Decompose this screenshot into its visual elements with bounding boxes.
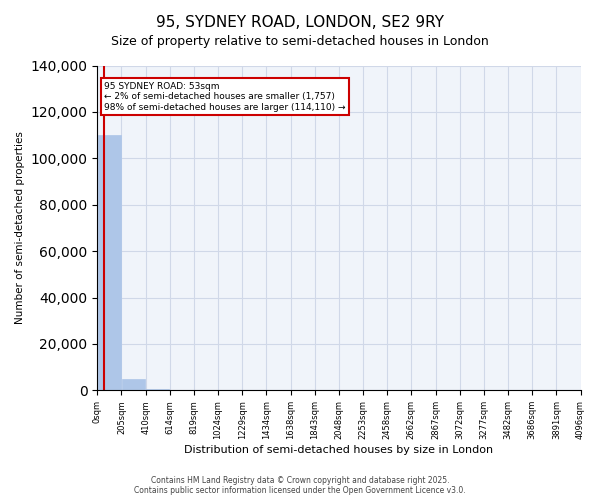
Text: 95 SYDNEY ROAD: 53sqm
← 2% of semi-detached houses are smaller (1,757)
98% of se: 95 SYDNEY ROAD: 53sqm ← 2% of semi-detac… xyxy=(104,82,346,112)
Y-axis label: Number of semi-detached properties: Number of semi-detached properties xyxy=(15,132,25,324)
Bar xyxy=(98,135,121,390)
Text: Size of property relative to semi-detached houses in London: Size of property relative to semi-detach… xyxy=(111,35,489,48)
X-axis label: Distribution of semi-detached houses by size in London: Distribution of semi-detached houses by … xyxy=(184,445,493,455)
Bar xyxy=(146,389,169,390)
Text: Contains HM Land Registry data © Crown copyright and database right 2025.
Contai: Contains HM Land Registry data © Crown c… xyxy=(134,476,466,495)
Text: 95, SYDNEY ROAD, LONDON, SE2 9RY: 95, SYDNEY ROAD, LONDON, SE2 9RY xyxy=(156,15,444,30)
Bar xyxy=(122,378,145,390)
